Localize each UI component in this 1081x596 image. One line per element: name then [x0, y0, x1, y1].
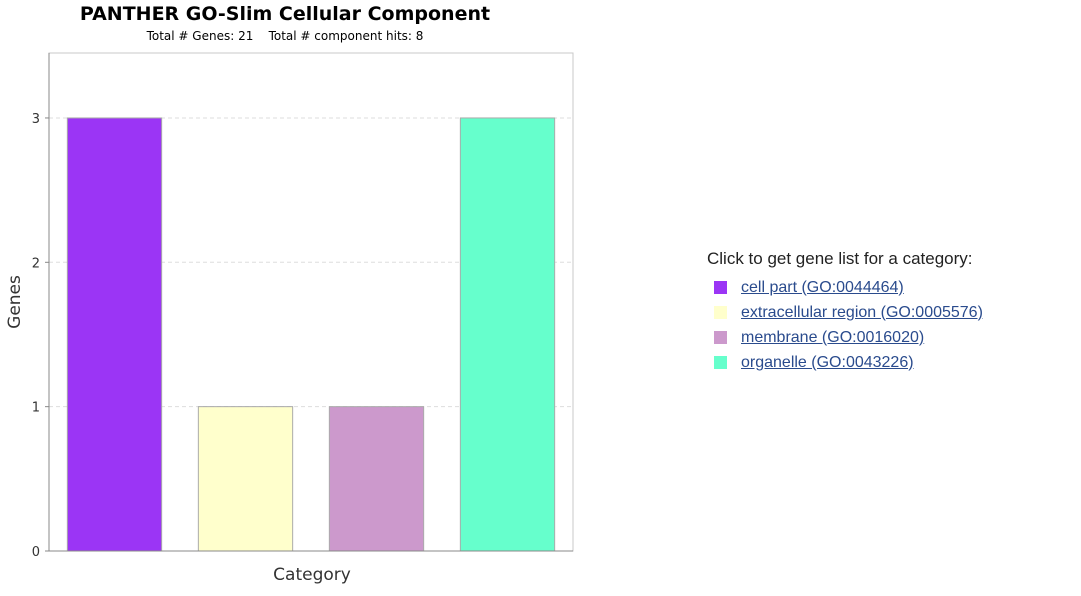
- legend-link-1[interactable]: extracellular region (GO:0005576): [741, 303, 983, 321]
- legend-link-3[interactable]: organelle (GO:0043226): [741, 353, 914, 371]
- bar-chart: PANTHER GO-Slim Cellular Component Total…: [5, 3, 574, 585]
- legend-item: cell part (GO:0044464): [707, 275, 983, 300]
- y-tick-label: 0: [32, 545, 40, 560]
- legend-swatch: [714, 356, 727, 369]
- legend-items: cell part (GO:0044464) extracellular regi…: [707, 275, 983, 375]
- chart-title: PANTHER GO-Slim Cellular Component: [80, 3, 490, 25]
- bars: [66, 117, 556, 552]
- chart-subtitle: Total # Genes: 21 Total # component hits…: [146, 29, 424, 43]
- y-tick-label: 1: [32, 401, 40, 416]
- bar-2[interactable]: [328, 406, 425, 552]
- legend-link-2[interactable]: membrane (GO:0016020): [741, 328, 925, 346]
- bar-3[interactable]: [459, 117, 556, 552]
- bar-1[interactable]: [197, 406, 294, 552]
- legend-link-0[interactable]: cell part (GO:0044464): [741, 278, 904, 296]
- y-tick-label: 3: [32, 112, 40, 127]
- y-axis-label: Genes: [5, 275, 25, 329]
- legend: Click to get gene list for a category: c…: [707, 248, 983, 375]
- y-tick-label: 2: [32, 256, 40, 271]
- legend-heading: Click to get gene list for a category:: [707, 249, 973, 268]
- bar-0[interactable]: [66, 117, 163, 552]
- legend-swatch: [714, 281, 727, 294]
- legend-swatch: [714, 306, 727, 319]
- legend-item: extracellular region (GO:0005576): [707, 300, 983, 325]
- y-ticks: 0 1 2 3: [32, 112, 49, 560]
- legend-item: membrane (GO:0016020): [707, 325, 983, 350]
- legend-swatch: [714, 331, 727, 344]
- legend-item: organelle (GO:0043226): [707, 350, 983, 375]
- x-axis-label: Category: [273, 565, 351, 585]
